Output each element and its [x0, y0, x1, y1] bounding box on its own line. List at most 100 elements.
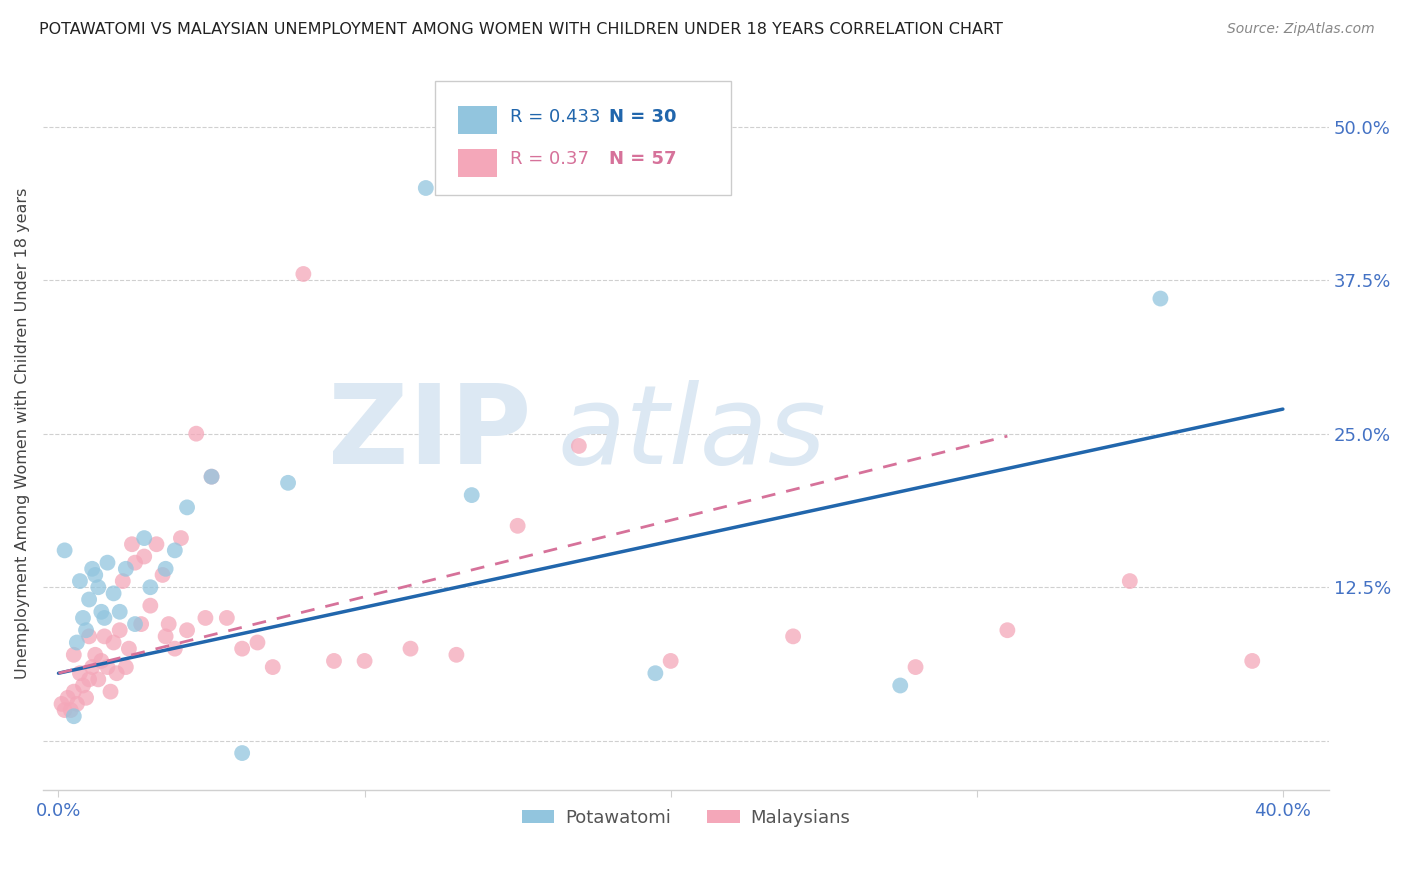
- Point: [134, 549, 156, 564]
- Point: [72, 678, 94, 692]
- Point: [84, 648, 107, 662]
- Point: [62, 684, 84, 698]
- Point: [51, 697, 73, 711]
- Point: [506, 518, 529, 533]
- Point: [118, 641, 141, 656]
- Point: [121, 537, 143, 551]
- Text: N = 30: N = 30: [609, 108, 676, 126]
- Point: [353, 654, 375, 668]
- Point: [155, 629, 177, 643]
- Point: [246, 635, 269, 649]
- Point: [176, 500, 198, 515]
- Point: [82, 660, 104, 674]
- Point: [139, 599, 162, 613]
- Point: [100, 684, 122, 698]
- Point: [277, 475, 299, 490]
- Point: [96, 660, 118, 674]
- Point: [82, 562, 104, 576]
- Point: [87, 673, 110, 687]
- Point: [176, 624, 198, 638]
- Point: [105, 666, 128, 681]
- Point: [53, 543, 76, 558]
- Point: [93, 629, 115, 643]
- Text: R = 0.433: R = 0.433: [510, 108, 600, 126]
- Point: [66, 635, 89, 649]
- Text: ZIP: ZIP: [329, 380, 531, 487]
- Point: [889, 678, 911, 692]
- Point: [87, 580, 110, 594]
- Point: [129, 617, 152, 632]
- Point: [163, 641, 186, 656]
- Point: [62, 648, 84, 662]
- Point: [231, 641, 253, 656]
- Point: [53, 703, 76, 717]
- Point: [124, 556, 146, 570]
- Point: [399, 641, 422, 656]
- Point: [200, 469, 222, 483]
- Text: R = 0.37: R = 0.37: [510, 151, 589, 169]
- Point: [568, 439, 591, 453]
- FancyBboxPatch shape: [436, 81, 731, 195]
- Point: [659, 654, 682, 668]
- Point: [124, 617, 146, 632]
- Point: [139, 580, 162, 594]
- Point: [90, 654, 112, 668]
- Point: [75, 624, 97, 638]
- Point: [96, 556, 118, 570]
- Point: [461, 488, 484, 502]
- Point: [111, 574, 134, 588]
- Text: POTAWATOMI VS MALAYSIAN UNEMPLOYMENT AMONG WOMEN WITH CHILDREN UNDER 18 YEARS CO: POTAWATOMI VS MALAYSIAN UNEMPLOYMENT AMO…: [39, 22, 1004, 37]
- Point: [186, 426, 208, 441]
- Point: [1241, 654, 1264, 668]
- Point: [995, 624, 1018, 638]
- Point: [59, 703, 82, 717]
- FancyBboxPatch shape: [458, 106, 496, 135]
- Legend: Potawatomi, Malaysians: Potawatomi, Malaysians: [515, 802, 858, 834]
- Point: [415, 181, 437, 195]
- Text: atlas: atlas: [557, 380, 827, 487]
- Text: N = 57: N = 57: [609, 151, 676, 169]
- Point: [323, 654, 346, 668]
- Text: Source: ZipAtlas.com: Source: ZipAtlas.com: [1227, 22, 1375, 37]
- Point: [84, 568, 107, 582]
- Y-axis label: Unemployment Among Women with Children Under 18 years: Unemployment Among Women with Children U…: [15, 188, 30, 680]
- Point: [215, 611, 238, 625]
- Point: [1149, 292, 1171, 306]
- Point: [108, 605, 131, 619]
- Point: [292, 267, 315, 281]
- Point: [62, 709, 84, 723]
- Point: [103, 586, 125, 600]
- FancyBboxPatch shape: [458, 149, 496, 178]
- Point: [108, 624, 131, 638]
- Point: [170, 531, 193, 545]
- Point: [231, 746, 253, 760]
- Point: [103, 635, 125, 649]
- Point: [155, 562, 177, 576]
- Point: [157, 617, 180, 632]
- Point: [145, 537, 167, 551]
- Point: [446, 648, 468, 662]
- Point: [72, 611, 94, 625]
- Point: [782, 629, 804, 643]
- Point: [75, 690, 97, 705]
- Point: [904, 660, 927, 674]
- Point: [262, 660, 284, 674]
- Point: [134, 531, 156, 545]
- Point: [152, 568, 174, 582]
- Point: [77, 629, 100, 643]
- Point: [1119, 574, 1142, 588]
- Point: [163, 543, 186, 558]
- Point: [69, 666, 91, 681]
- Point: [77, 592, 100, 607]
- Point: [66, 697, 89, 711]
- Point: [56, 690, 79, 705]
- Point: [77, 673, 100, 687]
- Point: [644, 666, 666, 681]
- Point: [90, 605, 112, 619]
- Point: [194, 611, 217, 625]
- Point: [93, 611, 115, 625]
- Point: [200, 469, 222, 483]
- Point: [115, 562, 138, 576]
- Point: [115, 660, 138, 674]
- Point: [69, 574, 91, 588]
